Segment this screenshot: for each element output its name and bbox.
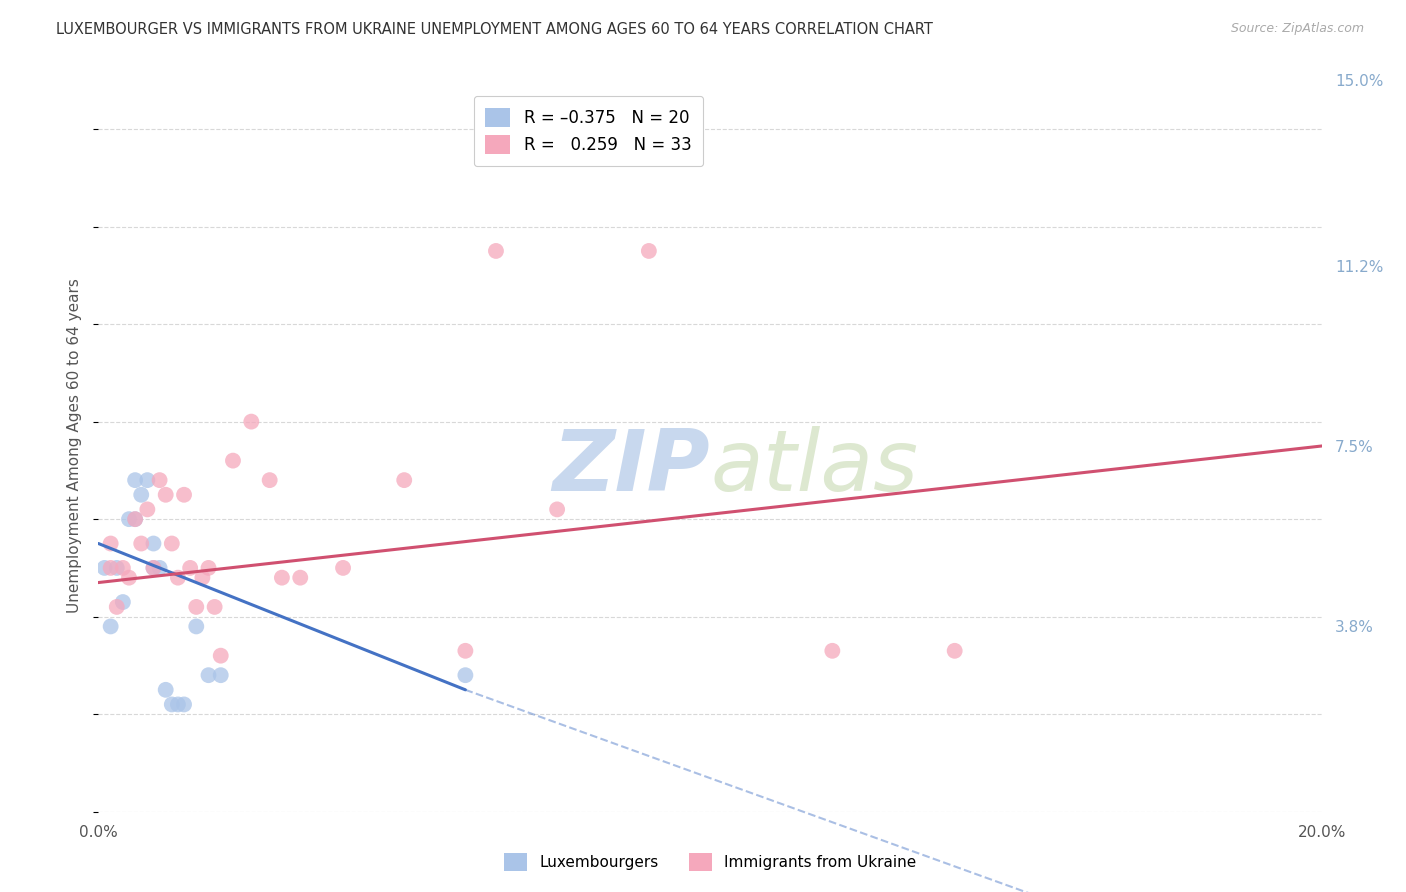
Point [454,668,477,682]
Point [209,648,232,663]
Point [485,244,508,258]
Point [105,561,128,575]
Point [118,571,141,585]
Point [149,561,172,575]
Point [142,561,165,575]
Point [111,595,134,609]
Text: ZIP: ZIP [553,426,710,509]
Point [124,473,146,487]
Point [173,698,195,712]
Point [259,473,281,487]
Point [124,512,146,526]
Point [129,488,152,502]
Point [179,561,201,575]
Point [100,536,122,550]
Point [637,244,661,258]
Point [270,571,292,585]
Text: atlas: atlas [710,426,918,509]
Point [136,473,159,487]
Point [943,644,966,658]
Point [155,682,177,697]
Point [173,488,195,502]
Point [100,561,122,575]
Point [142,561,165,575]
Point [160,536,183,550]
Point [392,473,416,487]
Point [332,561,354,575]
Point [167,698,190,712]
Point [454,644,477,658]
Point [209,668,232,682]
Point [222,453,245,467]
Point [129,536,152,550]
Point [167,571,190,585]
Point [100,619,122,633]
Point [197,561,219,575]
Point [124,512,146,526]
Point [186,599,208,614]
Point [186,619,208,633]
Point [546,502,568,516]
Point [111,561,134,575]
Point [136,502,159,516]
Point [204,599,226,614]
Point [191,571,214,585]
Point [105,599,128,614]
Point [821,644,844,658]
Point [197,668,219,682]
Text: Source: ZipAtlas.com: Source: ZipAtlas.com [1230,22,1364,36]
Y-axis label: Unemployment Among Ages 60 to 64 years: Unemployment Among Ages 60 to 64 years [67,278,83,614]
Point [142,536,165,550]
Point [160,698,183,712]
Point [118,512,141,526]
Point [290,571,312,585]
Point [149,473,172,487]
Legend: Luxembourgers, Immigrants from Ukraine: Luxembourgers, Immigrants from Ukraine [498,847,922,877]
Point [93,561,115,575]
Text: LUXEMBOURGER VS IMMIGRANTS FROM UKRAINE UNEMPLOYMENT AMONG AGES 60 TO 64 YEARS C: LUXEMBOURGER VS IMMIGRANTS FROM UKRAINE … [56,22,934,37]
Point [155,488,177,502]
Point [240,415,263,429]
